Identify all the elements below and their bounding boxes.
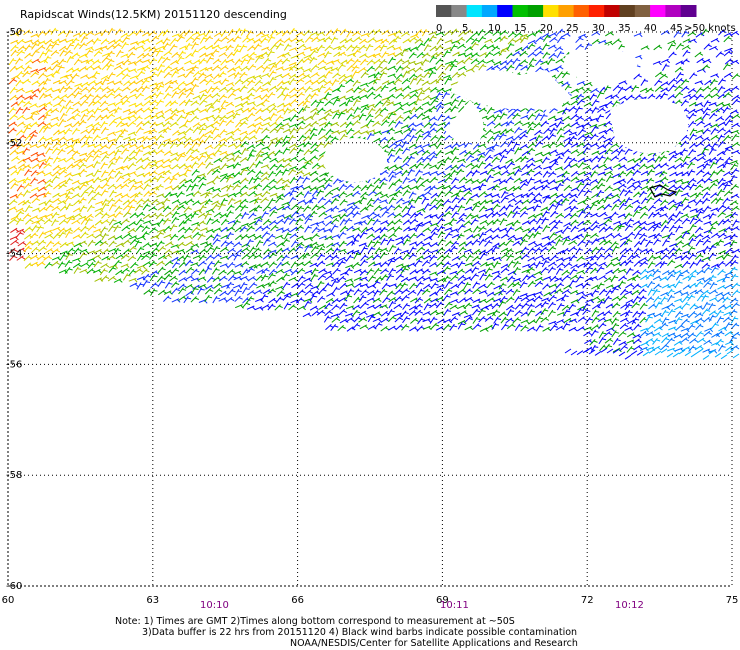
lat-label: -52 (6, 138, 22, 149)
note-line-3: NOAA/NESDIS/Center for Satellite Applica… (290, 638, 578, 649)
time-label-1: 10:10 (200, 600, 229, 611)
legend-label: 15 (514, 23, 527, 34)
legend-label: 10 (488, 23, 501, 34)
legend-label: 20 (540, 23, 553, 34)
legend-swatch (604, 5, 620, 17)
legend-swatch (543, 5, 559, 17)
note-line-2: 3)Data buffer is 22 hrs from 20151120 4)… (142, 627, 578, 638)
lat-label: -60 (6, 581, 22, 592)
lat-label: -56 (6, 359, 22, 370)
lat-lon-grid (7, 31, 733, 587)
lon-label: 66 (291, 595, 304, 606)
speed-legend: 0 5 10 15 20 25 30 35 40 45 >50 knots (436, 5, 736, 34)
legend-swatch (619, 5, 636, 17)
legend-swatch (436, 5, 452, 17)
legend-swatch (497, 5, 513, 17)
island-outline (649, 184, 678, 198)
legend-swatch (573, 5, 590, 17)
lon-label: 75 (726, 595, 739, 606)
legend-label: >50 knots (684, 23, 736, 34)
legend-swatch (558, 5, 575, 17)
legend-labels: 0 5 10 15 20 25 30 35 40 45 >50 knots (436, 23, 736, 34)
legend-swatch (527, 5, 544, 17)
lat-label: -50 (6, 27, 22, 38)
time-label-3: 10:12 (615, 600, 644, 611)
lon-label: 69 (436, 595, 449, 606)
legend-label: 0 (436, 23, 442, 34)
legend-swatch (665, 5, 682, 17)
legend-colorbar (436, 5, 697, 17)
legend-swatch (512, 5, 529, 17)
legend-swatch (481, 5, 498, 17)
time-label-2: 10:11 (440, 600, 469, 611)
legend-label: 30 (592, 23, 605, 34)
legend-label: 5 (462, 23, 468, 34)
legend-swatch (680, 5, 697, 17)
note-line-1: Note: 1) Times are GMT 2)Times along bot… (115, 616, 515, 627)
data-gaps (323, 45, 688, 182)
lat-label: -54 (6, 249, 22, 260)
legend-label: 40 (644, 23, 657, 34)
legend-swatch (650, 5, 666, 17)
lon-label: 60 (2, 595, 15, 606)
lat-label: -58 (6, 470, 22, 481)
legend-label: 35 (618, 23, 631, 34)
legend-label: 45 (670, 23, 683, 34)
legend-swatch (451, 5, 468, 17)
axis-labels: 60 63 66 69 72 75 -50 -52 -54 -56 -58 -60 (2, 27, 739, 606)
legend-swatch (634, 5, 651, 17)
legend-swatch (466, 5, 483, 17)
legend-label: 25 (566, 23, 579, 34)
lon-label: 63 (146, 595, 159, 606)
lon-label: 72 (581, 595, 594, 606)
wind-barbs (8, 27, 740, 360)
map-title: Rapidscat Winds(12.5KM) 20151120 descend… (20, 8, 287, 21)
legend-swatch (588, 5, 605, 17)
